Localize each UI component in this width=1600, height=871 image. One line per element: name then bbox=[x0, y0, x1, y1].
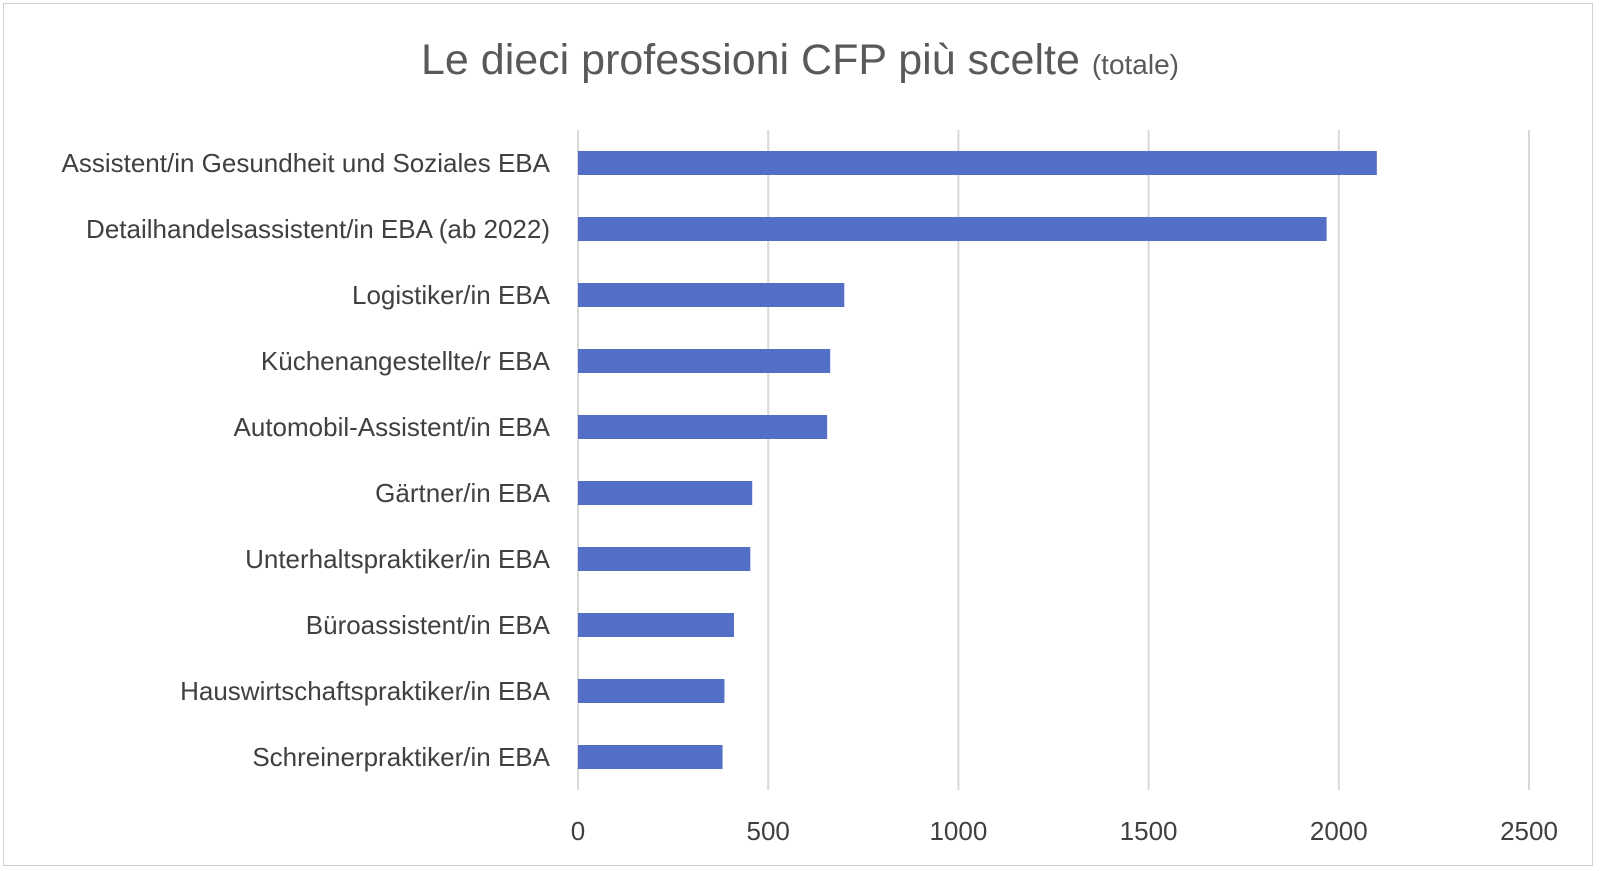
category-label: Hauswirtschaftspraktiker/in EBA bbox=[180, 676, 551, 706]
bar bbox=[578, 745, 723, 769]
bar bbox=[578, 349, 831, 373]
bar bbox=[578, 283, 845, 307]
bar bbox=[578, 481, 753, 505]
x-tick-label: 0 bbox=[571, 816, 585, 846]
bar bbox=[578, 151, 1377, 175]
category-label: Küchenangestellte/r EBA bbox=[261, 346, 551, 376]
x-tick-label: 1000 bbox=[929, 816, 987, 846]
chart-title-main: Le dieci professioni CFP più scelte bbox=[421, 36, 1080, 84]
category-label: Detailhandelsassistent/in EBA (ab 2022) bbox=[86, 214, 550, 244]
category-label: Gärtner/in EBA bbox=[375, 478, 551, 508]
bars bbox=[578, 151, 1377, 769]
category-label: Logistiker/in EBA bbox=[352, 280, 551, 310]
category-label: Assistent/in Gesundheit und Soziales EBA bbox=[61, 148, 550, 178]
chart-title: Le dieci professioni CFP più scelte (tot… bbox=[0, 34, 1600, 91]
category-label: Büroassistent/in EBA bbox=[306, 610, 551, 640]
bar bbox=[578, 415, 828, 439]
x-tick-label: 2000 bbox=[1310, 816, 1368, 846]
category-label: Schreinerpraktiker/in EBA bbox=[252, 742, 550, 772]
bar bbox=[578, 547, 751, 571]
x-tick-labels: 0 500 1000 1500 2000 2500 bbox=[571, 816, 1558, 846]
x-tick-label: 1500 bbox=[1120, 816, 1178, 846]
chart-title-subtitle: (totale) bbox=[1091, 49, 1179, 80]
category-label: Unterhaltspraktiker/in EBA bbox=[245, 544, 551, 574]
category-labels: Assistent/in Gesundheit und Soziales EBA… bbox=[61, 148, 550, 772]
bar bbox=[578, 679, 725, 703]
category-label: Automobil-Assistent/in EBA bbox=[234, 412, 551, 442]
x-tick-label: 2500 bbox=[1500, 816, 1558, 846]
bar bbox=[578, 217, 1327, 241]
bar bbox=[578, 613, 734, 637]
x-tick-label: 500 bbox=[747, 816, 790, 846]
